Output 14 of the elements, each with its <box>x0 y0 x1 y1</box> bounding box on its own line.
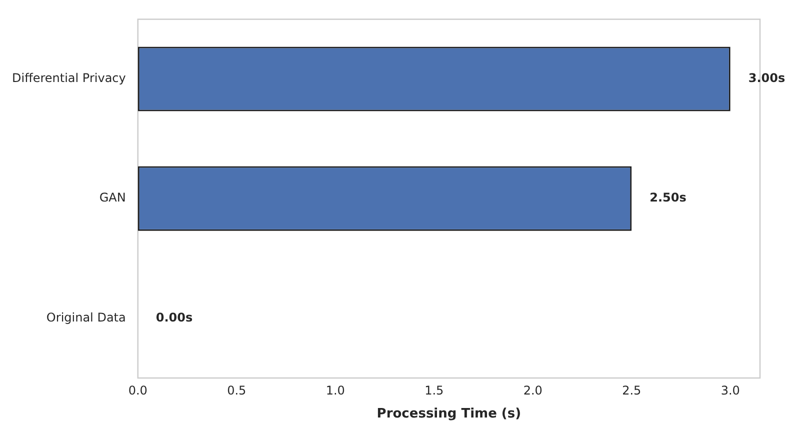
data-label: 3.00s <box>748 71 786 86</box>
y-tick-label: GAN <box>99 190 126 205</box>
x-tick-label: 3.0 <box>720 383 740 398</box>
x-tick-label: 0.5 <box>227 383 246 398</box>
y-tick-label: Original Data <box>46 310 126 324</box>
data-label: 0.00s <box>156 310 193 324</box>
y-tick-label: Differential Privacy <box>12 71 126 86</box>
x-tick-label: 2.5 <box>622 383 642 398</box>
data-label: 2.50s <box>650 190 686 205</box>
x-axis-title: Processing Time (s) <box>376 406 522 422</box>
x-tick-label: 1.5 <box>424 383 444 398</box>
x-tick-label: 1.0 <box>326 383 345 398</box>
x-tick-label: 0.0 <box>128 383 148 398</box>
x-tick-label: 2.0 <box>523 383 542 398</box>
